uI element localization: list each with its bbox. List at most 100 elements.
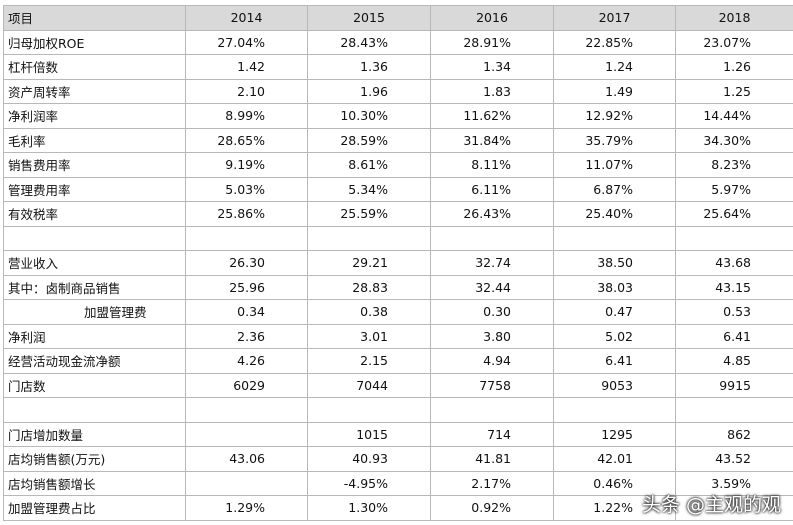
table-cell: 25.40% [553,201,676,227]
header-cell: 项目 [3,5,186,31]
table-cell: 11.07% [553,152,676,178]
table-cell: 43.06 [185,446,308,472]
table-cell: 862 [675,421,793,447]
table-cell: 34.30% [675,127,793,153]
table-cell: 25.96 [185,274,308,300]
table-cell: 41.81 [430,446,554,472]
table-row: 资产周转率 2.10 1.96 1.83 1.49 1.25 [3,78,793,104]
table-cell: 7758 [430,372,554,398]
header-row: 项目 2014 2015 2016 2017 2018 [3,5,793,31]
table-cell: 6.41 [675,323,793,349]
watermark: 头条 @主观的观 [641,494,781,516]
table-cell: 8.99% [185,103,308,129]
table-cell: 3.59% [675,470,793,496]
table-cell: 43.52 [675,446,793,472]
table-cell: -4.95% [307,470,431,496]
table-cell: 14.44% [675,103,793,129]
table-cell: 28.59% [307,127,431,153]
table-cell: 加盟管理费 [3,299,186,325]
table-cell: 40.93 [307,446,431,472]
table-row: 毛利率 28.65% 28.59% 31.84% 35.79% 34.30% [3,127,793,153]
table-cell: 0.34 [185,299,308,325]
table-cell: 7044 [307,372,431,398]
table-cell: 营业收入 [3,250,186,276]
table-row: 加盟管理费占比 1.29% 1.30% 0.92% 1.22% [3,495,793,521]
table-cell: 净利润率 [3,103,186,129]
table-cell [675,495,793,521]
table-row: 店均销售额(万元) 43.06 40.93 41.81 42.01 43.52 [3,446,793,472]
table-cell: 9.19% [185,152,308,178]
table-cell: 25.86% [185,201,308,227]
table-cell: 1.42 [185,54,308,80]
table-cell: 22.85% [553,29,676,55]
table-row: 净利润 2.36 3.01 3.80 5.02 6.41 [3,323,793,349]
table-cell: 1.25 [675,78,793,104]
table-cell: 管理费用率 [3,176,186,202]
table-cell: 29.21 [307,250,431,276]
table-cell: 3.80 [430,323,554,349]
table-cell: 有效税率 [3,201,186,227]
table-cell [675,225,793,251]
table-cell: 42.01 [553,446,676,472]
table-cell: 5.34% [307,176,431,202]
table-cell: 38.50 [553,250,676,276]
table-cell: 2.17% [430,470,554,496]
table-cell: 5.02 [553,323,676,349]
table-cell: 毛利率 [3,127,186,153]
table-cell: 1.26 [675,54,793,80]
table-cell [675,397,793,423]
table-cell: 2.36 [185,323,308,349]
table-cell: 28.65% [185,127,308,153]
table-cell: 1.22% [553,495,676,521]
table-cell: 28.43% [307,29,431,55]
table-row: 加盟管理费 0.34 0.38 0.30 0.47 0.53 [3,299,793,325]
table-cell: 35.79% [553,127,676,153]
table-cell: 0.30 [430,299,554,325]
table-cell: 8.11% [430,152,554,178]
table-row: 经营活动现金流净额 4.26 2.15 4.94 6.41 4.85 [3,348,793,374]
table-cell: 25.59% [307,201,431,227]
table-cell [553,397,676,423]
table-cell [185,470,308,496]
table-row: 其中：卤制商品销售 25.96 28.83 32.44 38.03 43.15 [3,274,793,300]
table-cell: 1.24 [553,54,676,80]
table-cell: 0.47 [553,299,676,325]
table-cell: 3.01 [307,323,431,349]
table-row: 门店数 6029 7044 7758 9053 9915 [3,372,793,398]
table-cell: 4.94 [430,348,554,374]
table-cell: 8.23% [675,152,793,178]
table-cell: 店均销售额(万元) [3,446,186,472]
table-cell: 2.15 [307,348,431,374]
table-cell: 加盟管理费占比 [3,495,186,521]
header-cell: 2018 [675,5,793,31]
table-cell: 资产周转率 [3,78,186,104]
table-row: 杠杆倍数 1.42 1.36 1.34 1.24 1.26 [3,54,793,80]
table-body: 归母加权ROE 27.04% 28.43% 28.91% 22.85% 23.07% 杠杆倍… [3,29,793,521]
table-cell [430,397,554,423]
table-cell: 6.41 [553,348,676,374]
table-cell: 38.03 [553,274,676,300]
table-cell: 6.87% [553,176,676,202]
table-cell: 26.30 [185,250,308,276]
table-row: 门店增加数量 1015 714 1295 862 [3,421,793,447]
table-cell: 其中：卤制商品销售 [3,274,186,300]
table-cell: 1.34 [430,54,554,80]
table-cell: 9053 [553,372,676,398]
table-row: 归母加权ROE 27.04% 28.43% 28.91% 22.85% 23.07% [3,29,793,55]
table-cell: 1.30% [307,495,431,521]
table-cell: 43.68 [675,250,793,276]
table-cell: 门店增加数量 [3,421,186,447]
table-cell: 销售费用率 [3,152,186,178]
table-cell [185,421,308,447]
table-cell: 4.85 [675,348,793,374]
table-cell: 净利润 [3,323,186,349]
table-cell: 28.83 [307,274,431,300]
table-cell: 27.04% [185,29,308,55]
table-cell: 28.91% [430,29,554,55]
table-cell: 11.62% [430,103,554,129]
table-cell: 4.26 [185,348,308,374]
table-row: 销售费用率 9.19% 8.61% 8.11% 11.07% 8.23% [3,152,793,178]
table-cell: 0.92% [430,495,554,521]
table-cell: 12.92% [553,103,676,129]
